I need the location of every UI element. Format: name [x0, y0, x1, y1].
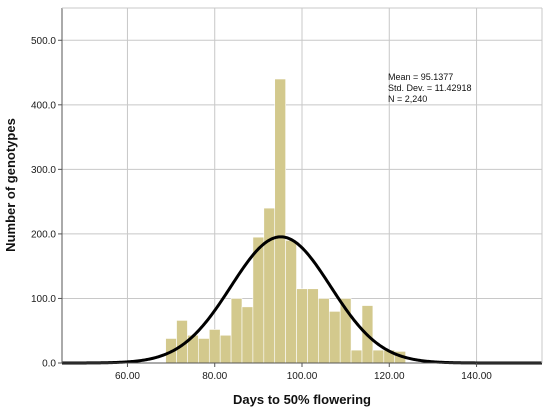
y-tick-label: 100.0 — [31, 294, 56, 305]
histogram-bar — [252, 236, 265, 364]
y-axis-title: Number of genotypes — [3, 118, 18, 252]
y-tick-label: 300.0 — [31, 165, 56, 176]
x-tick-label: 60.00 — [115, 371, 140, 382]
histogram-bar — [274, 78, 286, 364]
histogram-bar — [328, 311, 341, 364]
x-tick-label: 140.00 — [461, 371, 492, 382]
histogram-bar — [241, 306, 254, 364]
x-tick-labels: 60.00 80.00 100.00 120.00 140.00 — [115, 363, 492, 382]
x-tick-label: 120.00 — [374, 371, 405, 382]
histogram-bar — [307, 288, 319, 364]
x-tick-label: 100.00 — [287, 371, 318, 382]
histogram-bar — [296, 288, 308, 364]
std-dev-label: Std. Dev. = 11.42918 — [388, 83, 471, 93]
y-tick-label: 200.0 — [31, 229, 56, 240]
x-axis-title: Days to 50% flowering — [233, 392, 371, 407]
histogram-bar — [198, 338, 210, 364]
y-tick-labels: 0.0 100.0 200.0 300.0 400.0 500.0 — [31, 36, 62, 370]
histogram-bar — [208, 329, 221, 364]
histogram-bar — [230, 298, 243, 364]
y-tick-label: 400.0 — [31, 100, 56, 111]
histogram-bar — [263, 207, 276, 364]
n-label: N = 2,240 — [388, 94, 427, 104]
stats-box: Mean = 95.1377 Std. Dev. = 11.42918 N = … — [388, 72, 471, 104]
y-tick-label: 0.0 — [42, 359, 56, 370]
histogram-bar — [350, 349, 363, 364]
histogram-bar — [318, 298, 330, 364]
y-tick-label: 500.0 — [31, 36, 56, 47]
histogram-bar — [219, 334, 232, 364]
histogram-bar — [285, 240, 297, 364]
mean-label: Mean = 95.1377 — [388, 72, 453, 82]
x-tick-label: 80.00 — [202, 371, 227, 382]
histogram-bar — [372, 349, 385, 364]
